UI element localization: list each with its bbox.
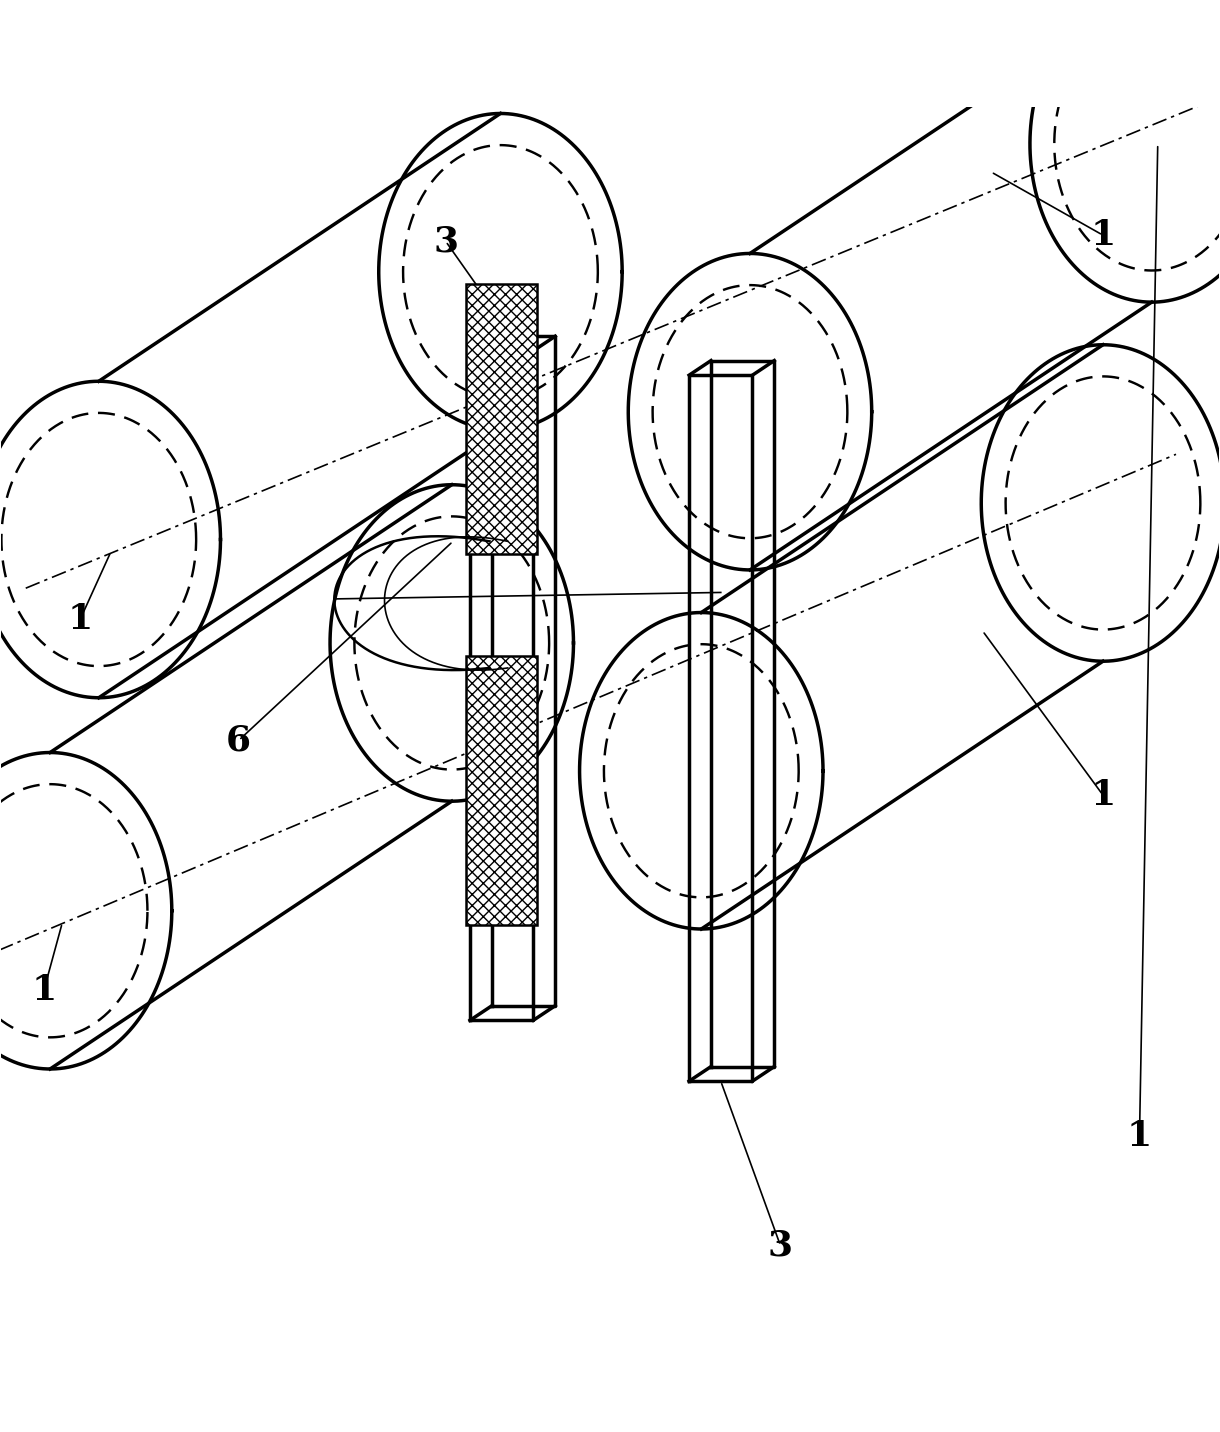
Text: 1: 1 — [1127, 1118, 1152, 1153]
Text: 1: 1 — [1091, 778, 1115, 812]
Text: 3: 3 — [767, 1229, 793, 1263]
Text: 1: 1 — [68, 601, 93, 636]
Text: 1: 1 — [1091, 218, 1115, 252]
Polygon shape — [466, 285, 537, 554]
Text: 6: 6 — [226, 723, 251, 758]
Text: 1: 1 — [32, 972, 56, 1007]
Text: 3: 3 — [433, 225, 459, 258]
Polygon shape — [466, 656, 537, 925]
